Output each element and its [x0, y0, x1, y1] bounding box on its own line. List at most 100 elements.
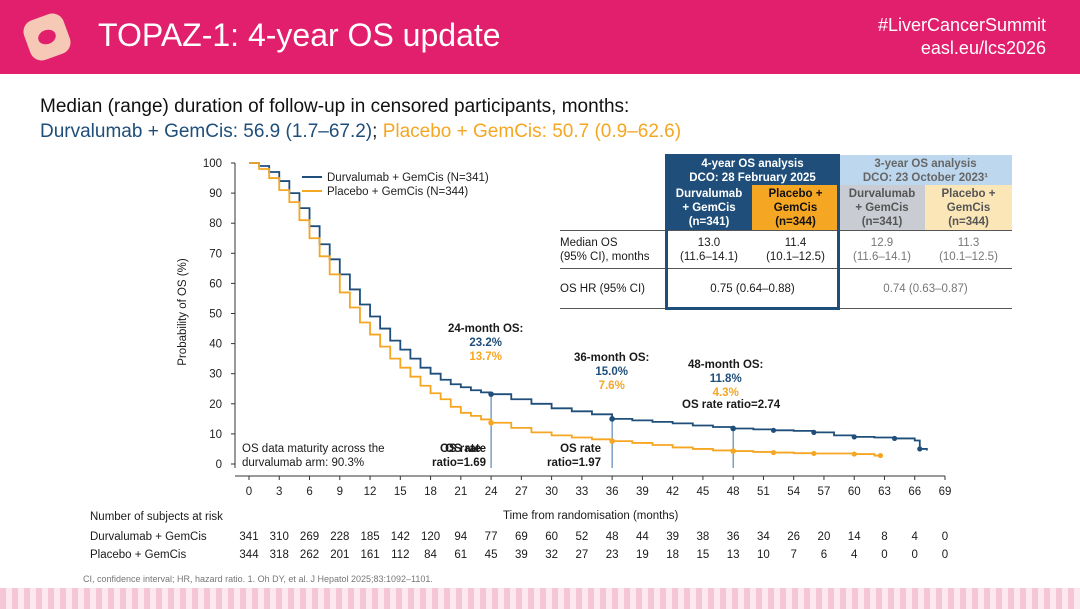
risk-value: 112 — [391, 549, 410, 561]
survival-curves — [249, 162, 928, 459]
risk-value: 318 — [269, 549, 289, 561]
risk-value: 18 — [666, 549, 680, 561]
censor-marker — [917, 446, 923, 452]
header-3yr: 3-year OS analysis DCO: 23 October 2023¹ — [839, 155, 1012, 185]
col-plac-3yr-l3: (n=344) — [948, 216, 989, 228]
row-hr-label: OS HR (95% CI) — [560, 283, 645, 295]
risk-value: 4 — [911, 531, 918, 543]
x-axis-title: Time from randomisation (months) — [503, 510, 679, 522]
risk-value: 69 — [514, 531, 528, 543]
risk-value: 94 — [454, 531, 468, 543]
risk-value: 142 — [390, 531, 410, 543]
y-tick-label: 30 — [209, 369, 222, 381]
legend-label-1: Placebo + GemCis (N=344) — [327, 186, 468, 198]
row-median-label-l1: Median OS — [560, 237, 618, 249]
landmark-point — [488, 391, 494, 397]
col-durv-3yr-l1: Durvalumab — [848, 188, 916, 200]
followup-durv: Durvalumab + GemCis: 56.9 (1.7–67.2) — [40, 121, 373, 142]
annotation-48-plac: 4.3% — [712, 387, 739, 399]
x-tick-label: 0 — [246, 486, 252, 498]
col-plac-3yr: Placebo + GemCis (n=344) — [925, 185, 1012, 230]
footnote: CI, confidence interval; HR, hazard rati… — [83, 574, 433, 584]
hr-4yr: 0.75 (0.64–0.88) — [710, 283, 795, 295]
median-4yr-durv: 13.0 (11.6–14.1) — [666, 236, 752, 264]
row-median-label-l2: (95% CI), months — [560, 251, 650, 263]
censor-marker — [877, 452, 884, 459]
followup-separator: ; — [372, 121, 378, 142]
col-plac-4yr-l3: (n=344) — [775, 216, 816, 228]
y-axis-title: Probability of OS (%) — [177, 258, 189, 366]
col-plac-4yr-l1: Placebo + — [768, 188, 823, 200]
rate-ratio-24: OS rate — [440, 442, 481, 456]
table-rule-1 — [560, 230, 1012, 231]
risk-value: 39 — [666, 531, 680, 543]
y-tick-label: 50 — [209, 309, 222, 321]
annotation-24-title: 24-month OS: — [448, 323, 524, 335]
median-3yr-plac: 11.3 (10.1–12.5) — [925, 236, 1012, 264]
risk-value: 8 — [881, 531, 888, 543]
col-plac-4yr-l2: GemCis — [773, 202, 818, 214]
x-tick-label: 45 — [697, 486, 710, 498]
hr-3yr: 0.74 (0.63–0.87) — [883, 283, 968, 295]
risk-value: 77 — [484, 531, 498, 543]
risk-value: 4 — [851, 549, 858, 561]
x-tick-label: 21 — [454, 486, 467, 498]
page-title: TOPAZ-1: 4-year OS update — [98, 17, 501, 53]
risk-value: 0 — [911, 549, 918, 561]
col-durv-3yr-l2: + GemCis — [855, 202, 909, 214]
censor-marker — [891, 435, 898, 442]
maturity-note: OS data maturity across the durvalumab a… — [242, 442, 385, 470]
risk-value: 0 — [941, 549, 949, 561]
risk-value: 32 — [545, 549, 558, 561]
y-tick-label: 40 — [209, 339, 222, 351]
risk-value: 120 — [420, 531, 441, 543]
risk-value: 0 — [881, 549, 888, 561]
landmark-point — [730, 425, 736, 432]
annotation-24-plac: 13.7% — [469, 351, 502, 363]
x-tick-label: 36 — [606, 486, 619, 498]
risk-value: 10 — [757, 549, 770, 561]
landmark-point — [488, 419, 494, 426]
risk-value: 36 — [726, 531, 740, 543]
risk-value: 19 — [635, 549, 649, 561]
risk-value: 14 — [847, 531, 861, 543]
followup-plac: Placebo + GemCis: 50.7 (0.9–62.6) — [382, 121, 682, 142]
censor-marker — [811, 429, 817, 435]
rate-ratio-24-text: OS rate ratio=1.69 — [432, 443, 487, 469]
risk-value: 38 — [696, 531, 710, 543]
col-durv-4yr-l1: Durvalumab — [675, 188, 743, 200]
x-tick-label: 27 — [515, 486, 528, 498]
hashtag-label: #LiverCancerSummit — [877, 15, 1046, 35]
censor-marker — [851, 451, 857, 457]
risk-value: 26 — [787, 531, 801, 543]
x-tick-label: 12 — [364, 486, 377, 498]
decorative-bottom-strip — [0, 588, 1080, 609]
col-durv-4yr-l3: (n=341) — [688, 216, 730, 228]
annotation-36-plac: 7.6% — [598, 380, 625, 392]
landmark-point — [609, 416, 615, 422]
annotation-36-durv: 15.0% — [595, 366, 628, 378]
x-tick-label: 30 — [545, 486, 558, 498]
col-durv-4yr-l2: + GemCis — [682, 202, 736, 214]
x-tick-label: 18 — [424, 486, 437, 498]
x-tick-label: 60 — [848, 486, 861, 498]
header-4yr: 4-year OS analysis DCO: 28 February 2025 — [666, 155, 839, 185]
annotation-48-durv: 11.8% — [709, 373, 742, 385]
risk-value: 20 — [817, 531, 831, 543]
risk-value: 6 — [820, 549, 828, 561]
x-tick-label: 51 — [757, 486, 770, 498]
header-bar: TOPAZ-1: 4-year OS update #LiverCancerSu… — [0, 0, 1080, 74]
annotation-48: 48-month OS: 11.8% 4.3% — [688, 358, 763, 400]
risk-value: 161 — [360, 549, 380, 561]
header-3yr-l2: DCO: 23 October 2023¹ — [862, 172, 989, 184]
landmark-point — [730, 448, 736, 454]
risk-value: 7 — [790, 549, 797, 561]
median-3yr-durv-ci: (11.6–14.1) — [853, 251, 911, 263]
censor-marker — [851, 434, 857, 440]
followup-heading: Median (range) duration of follow-up in … — [40, 96, 630, 117]
risk-value: 84 — [424, 549, 437, 561]
risk-value: 201 — [330, 549, 350, 561]
risk-value: 23 — [605, 549, 619, 561]
risk-value: 52 — [575, 531, 589, 543]
annotation-48-title: 48-month OS: — [688, 359, 764, 371]
